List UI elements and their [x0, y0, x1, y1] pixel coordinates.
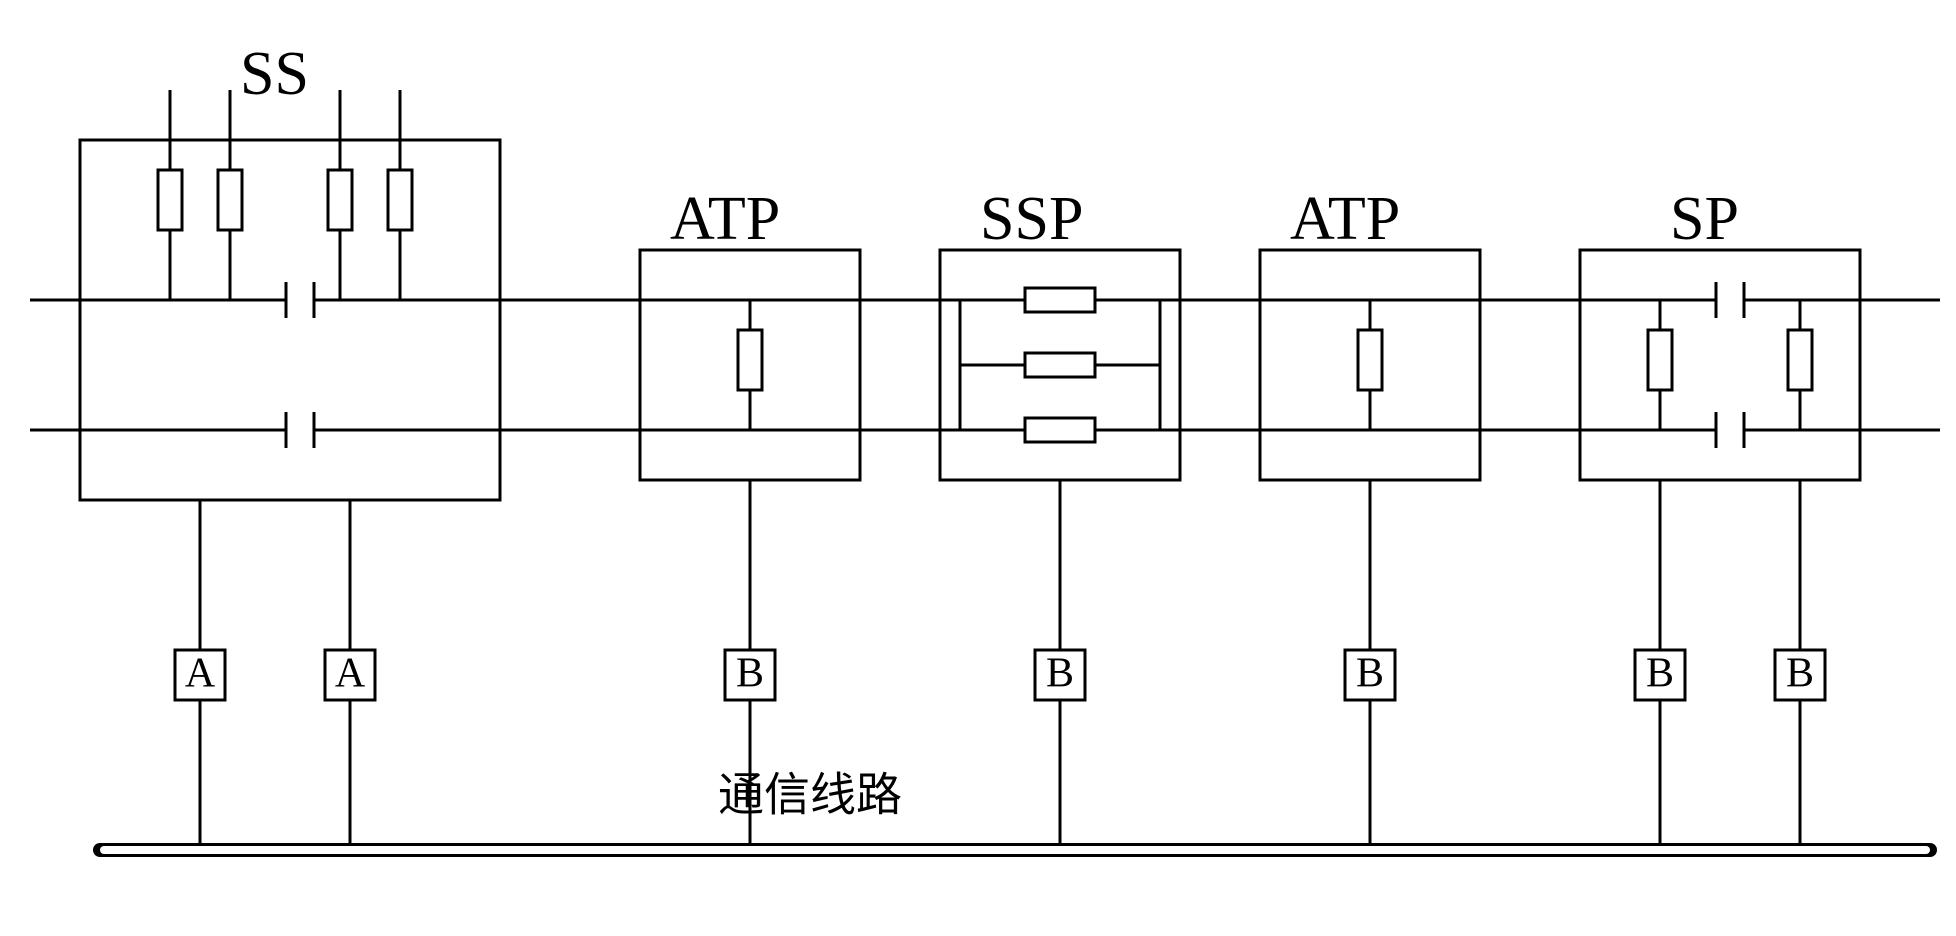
station-label: SSP [980, 185, 1083, 253]
railway-power-diagram: SS A A ATP B SSP B ATP B SP B B 通信线路 [0, 0, 1956, 936]
station-ssp: SSP B [940, 185, 1180, 850]
svg-text:B: B [1646, 651, 1674, 697]
station-label: SS [240, 40, 309, 108]
svg-text:A: A [335, 651, 366, 697]
station-atp1: ATP B [640, 185, 860, 850]
station-atp2: ATP B [1260, 185, 1480, 850]
comm-line-label: 通信线路 [718, 770, 902, 821]
svg-text:A: A [185, 651, 216, 697]
svg-text:B: B [1046, 651, 1074, 697]
svg-text:B: B [1786, 651, 1814, 697]
station-sp: SP B B [1580, 185, 1860, 850]
svg-text:B: B [736, 651, 764, 697]
station-label: ATP [1290, 185, 1400, 253]
station-label: SP [1670, 185, 1739, 253]
comm-line: 通信线路 [100, 770, 1930, 850]
station-ss: SS A A [80, 40, 500, 850]
station-label: ATP [670, 185, 780, 253]
svg-text:B: B [1356, 651, 1384, 697]
